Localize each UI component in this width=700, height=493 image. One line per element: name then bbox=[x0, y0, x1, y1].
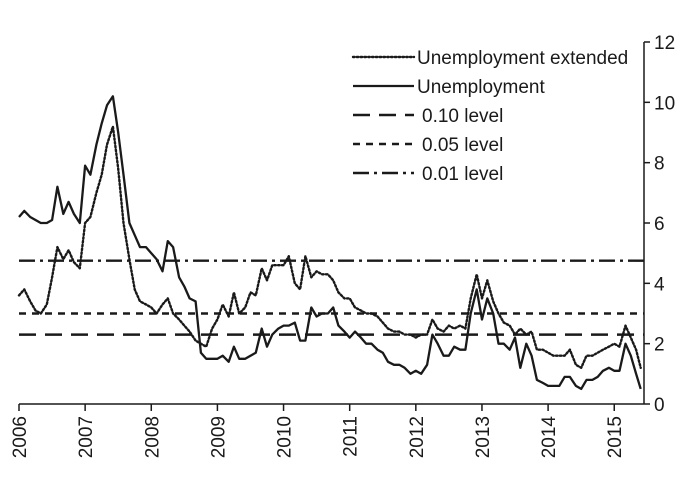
x-tick-label: 2006 bbox=[10, 416, 31, 458]
plot-area bbox=[17, 95, 644, 391]
series-line-unemployment bbox=[18, 95, 642, 391]
x-tick-label: 2014 bbox=[539, 416, 560, 459]
y-tick-label: 6 bbox=[654, 214, 665, 235]
y-tick-label: 0 bbox=[654, 395, 665, 416]
legend-label-0-01-level: 0.01 level bbox=[422, 164, 503, 185]
x-tick-label: 2007 bbox=[76, 416, 97, 458]
x-tick-label: 2015 bbox=[605, 416, 626, 458]
x-tick-label: 2011 bbox=[341, 416, 362, 457]
y-tick-label: 8 bbox=[654, 154, 665, 175]
y-tick-label: 10 bbox=[654, 93, 675, 114]
x-tick-label: 2013 bbox=[473, 416, 494, 458]
legend-label-0-05-level: 0.05 level bbox=[422, 135, 503, 156]
legend-label-unemployment: Unemployment bbox=[417, 77, 545, 98]
series-line-unemployment-extended bbox=[17, 125, 642, 369]
y-tick-label: 12 bbox=[654, 33, 675, 54]
legend-label-0-10-level: 0.10 level bbox=[422, 106, 503, 127]
axes: 2006 2007 2008 2009 2010 2011 2012 2013 2014 2015… bbox=[10, 33, 675, 458]
x-tick-label: 2012 bbox=[407, 416, 428, 458]
legend-label-unemployment-extended: Unemployment extended bbox=[417, 48, 628, 69]
x-tick-label: 2009 bbox=[208, 416, 229, 458]
y-tick-label: 2 bbox=[654, 335, 665, 356]
y-tick-label: 4 bbox=[654, 274, 665, 295]
x-tick-label: 2010 bbox=[275, 416, 296, 458]
x-tick-label: 2008 bbox=[142, 416, 163, 458]
legend: Unemployment extended Unemployment 0.10 le… bbox=[351, 48, 628, 185]
